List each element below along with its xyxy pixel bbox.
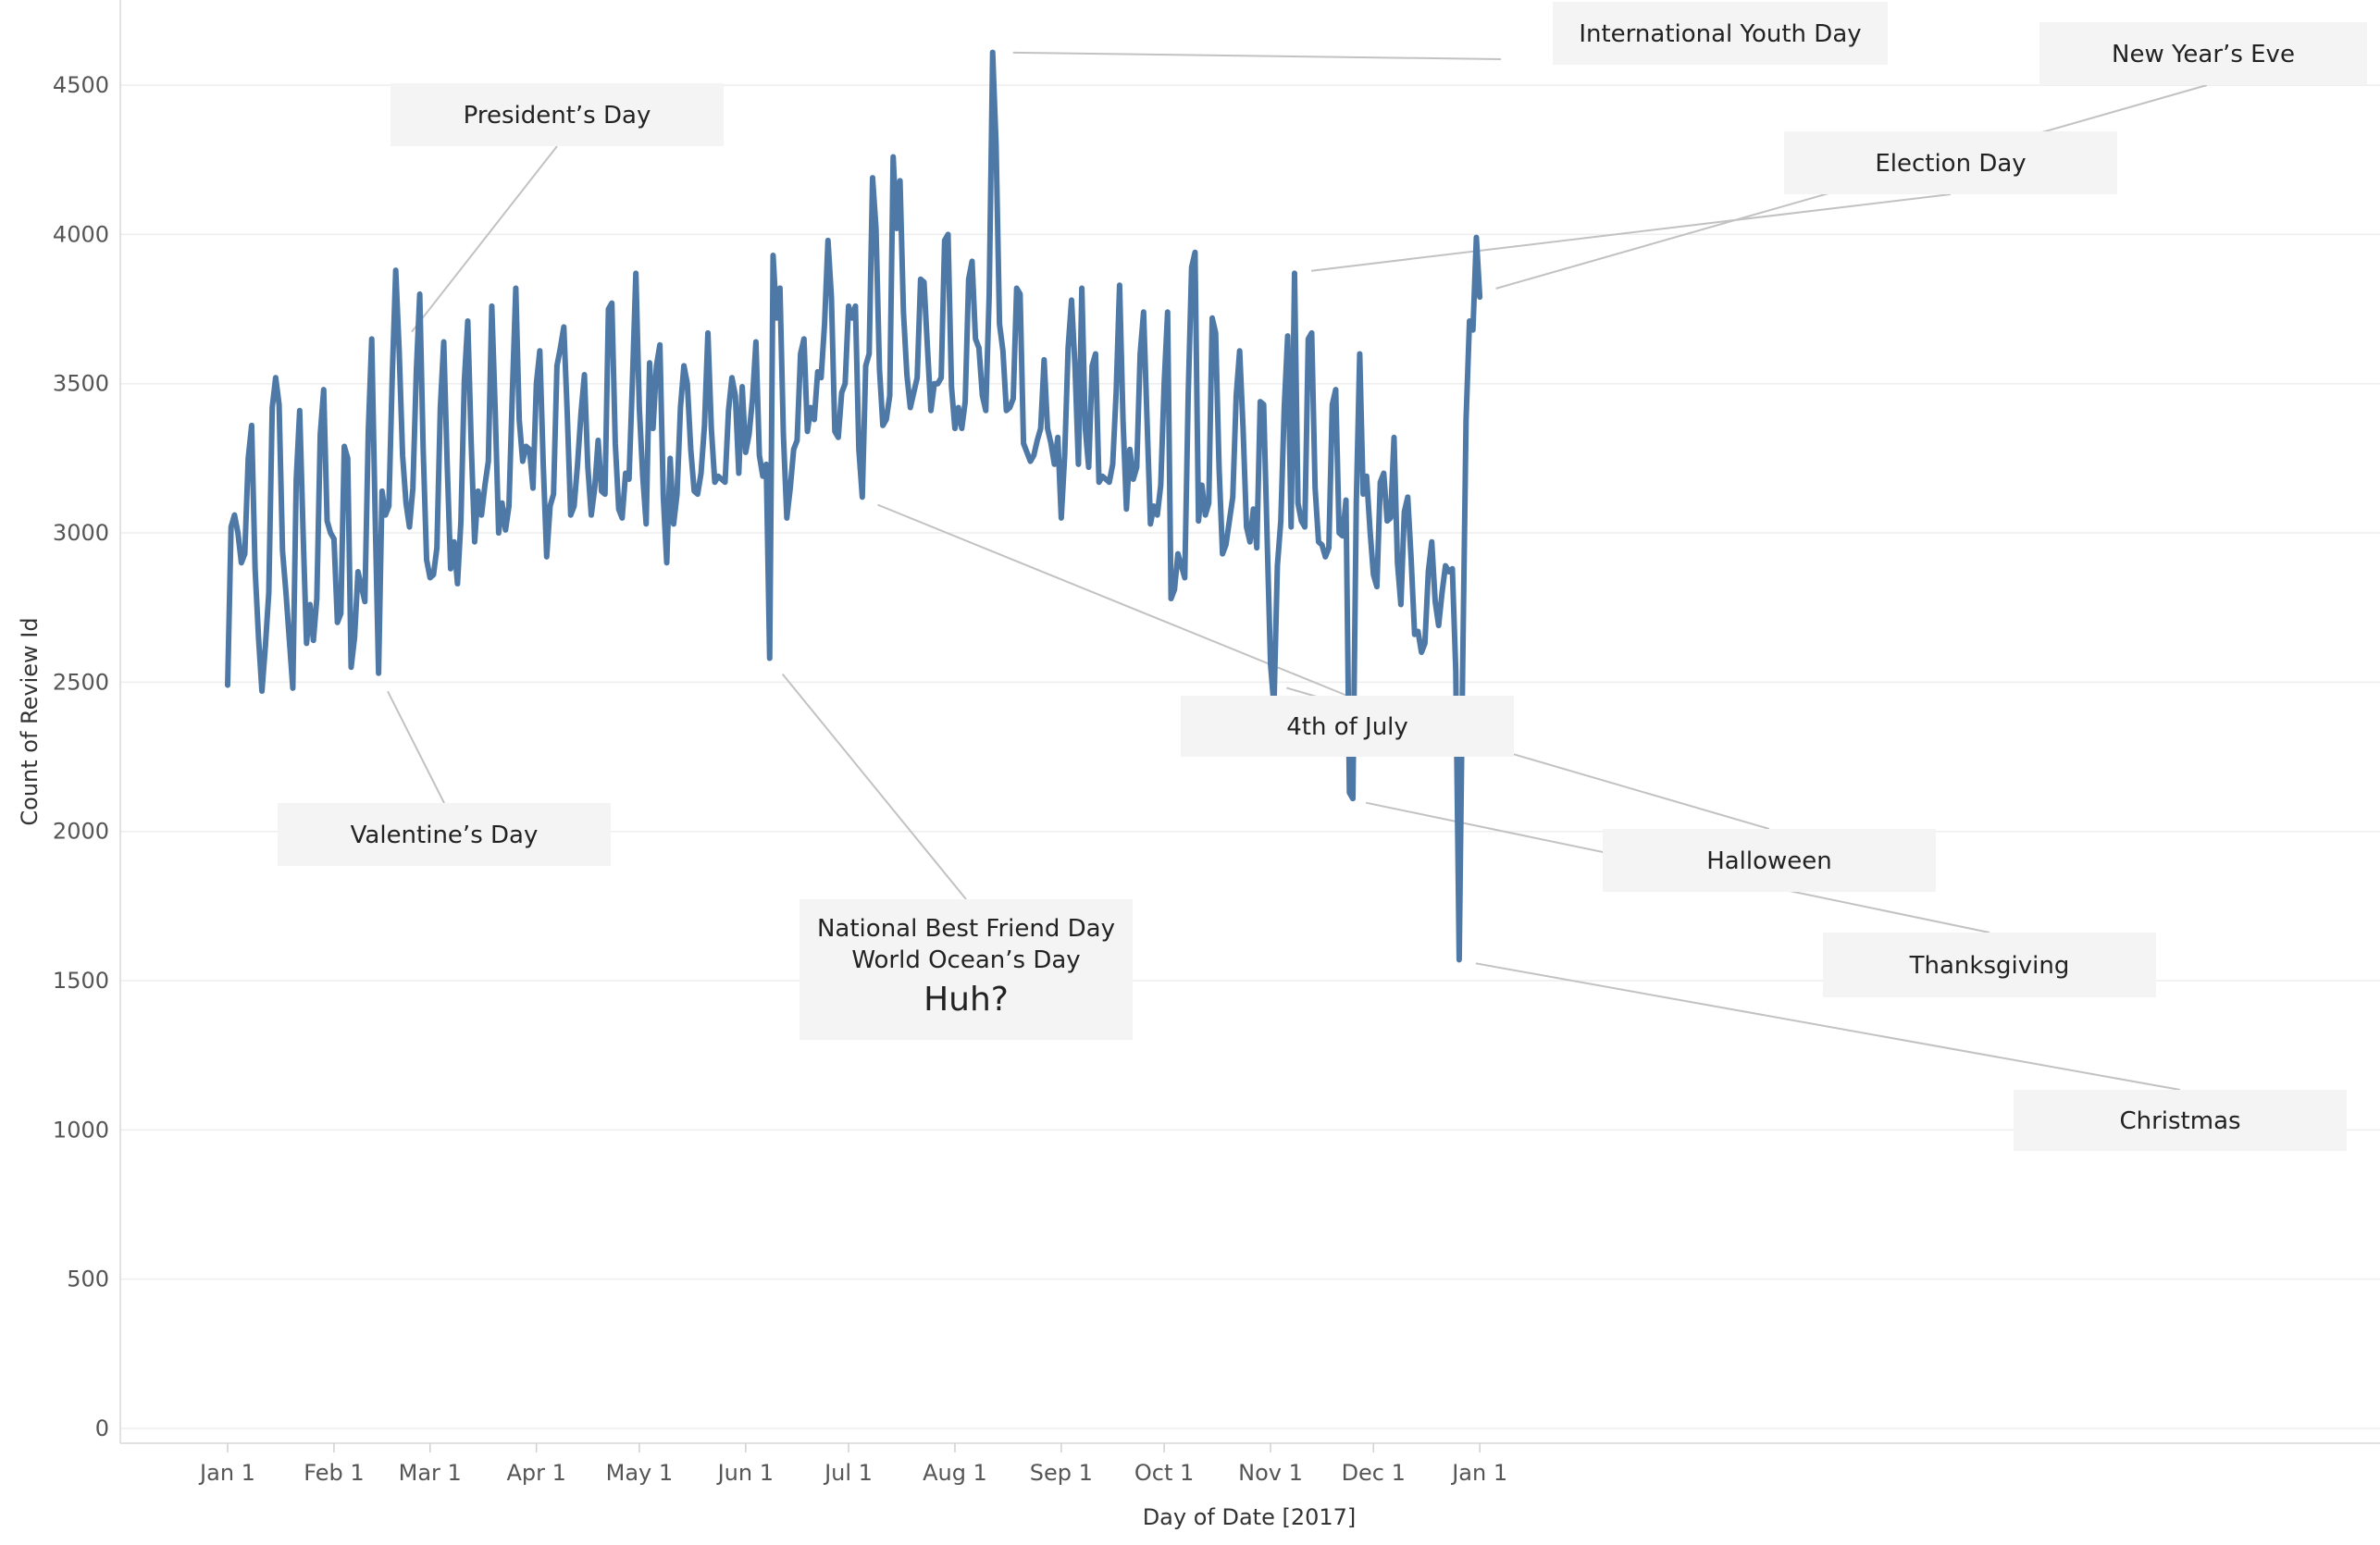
y-tick-label: 3500: [53, 371, 109, 397]
presidents-day-label: President’s Day: [464, 102, 651, 130]
x-tick-label: Aug 1: [923, 1460, 987, 1486]
international-youth-day-annotation: International Youth Day: [1553, 2, 1888, 65]
x-tick-label: Feb 1: [304, 1460, 364, 1486]
valentines-day-label: Valentine’s Day: [351, 822, 539, 849]
annotations: International Youth Day New Year’s Eve Pre…: [278, 2, 2367, 1151]
x-tick-label: Jul 1: [823, 1460, 873, 1486]
x-tick-label: Dec 1: [1342, 1460, 1406, 1486]
election-day-leader-line: [1310, 193, 1952, 272]
x-tick-label: Apr 1: [506, 1460, 565, 1486]
valentines-day-annotation-box: [278, 803, 611, 866]
new-years-eve-annotation: New Year’s Eve: [2039, 22, 2367, 85]
y-tick-label: 1000: [53, 1117, 109, 1143]
x-tick-label: Jun 1: [716, 1460, 774, 1486]
election-day-annotation: Election Day: [1784, 131, 2117, 194]
national-best-friend-day-annotation: National Best Friend Day World Ocean’s Da…: [800, 899, 1133, 1040]
presidents-day-leader-line: [411, 145, 558, 333]
y-tick-label: 0: [95, 1415, 109, 1441]
y-tick-label: 500: [67, 1267, 109, 1292]
y-axis-title: Count of Review Id: [17, 617, 43, 825]
x-tick-label: Mar 1: [399, 1460, 462, 1486]
national-best-friend-day-label-line-1: National Best Friend Day: [817, 915, 1115, 943]
x-tick-label: Oct 1: [1134, 1460, 1194, 1486]
thanksgiving-label: Thanksgiving: [1909, 952, 2070, 980]
christmas-annotation: Christmas: [2014, 1090, 2347, 1151]
christmas-annotation-box: [2014, 1090, 2347, 1151]
national-best-friend-day-label-line-2: World Ocean’s Day: [851, 946, 1080, 974]
international-youth-day-label: International Youth Day: [1579, 20, 1861, 48]
thanksgiving-annotation: Thanksgiving: [1823, 933, 2156, 997]
fourth-of-july-annotation: 4th of July: [1181, 696, 1514, 757]
fourth-of-july-label: 4th of July: [1286, 713, 1408, 741]
christmas-leader-line: [1475, 962, 2181, 1091]
x-tick-label: Nov 1: [1238, 1460, 1303, 1486]
halloween-label: Halloween: [1706, 847, 1832, 875]
y-tick-label: 1500: [53, 968, 109, 994]
international-youth-day-annotation-box: [1553, 2, 1888, 65]
grid-lines: [120, 84, 2380, 1429]
x-axis-title: Day of Date [2017]: [1143, 1504, 1357, 1530]
national-best-friend-day-leader-line: [781, 673, 967, 900]
new-years-eve-label: New Year’s Eve: [2112, 41, 2295, 68]
halloween-annotation-box: [1603, 829, 1936, 892]
international-youth-day-leader-line: [1012, 51, 1502, 60]
y-tick-label: 4500: [53, 72, 109, 98]
x-tick-label: May 1: [606, 1460, 674, 1486]
presidents-day-annotation: President’s Day: [390, 83, 724, 146]
valentines-day-leader-line: [387, 690, 445, 804]
thanksgiving-annotation-box: [1823, 933, 2156, 997]
review-count-series-line: [225, 49, 1483, 963]
halloween-annotation: Halloween: [1603, 829, 1936, 892]
y-tick-label: 4000: [53, 221, 109, 247]
presidents-day-annotation-box: [390, 83, 724, 146]
christmas-label: Christmas: [2119, 1107, 2240, 1135]
valentines-day-annotation: Valentine’s Day: [278, 803, 611, 866]
x-tick-label: Jan 1: [198, 1460, 255, 1486]
y-tick-label: 2000: [53, 819, 109, 845]
election-day-annotation-box: [1784, 131, 2117, 194]
new-years-eve-annotation-box: [2039, 22, 2367, 85]
axes: 0 500 1000 1500 2000 2500 3000 3500 4000 4500 Jan …: [53, 0, 2380, 1486]
national-best-friend-day-annotation-box: [800, 899, 1133, 1040]
election-day-label: Election Day: [1875, 150, 2026, 178]
national-best-friend-day-emphasis: Huh?: [923, 981, 1009, 1019]
x-tick-label: Jan 1: [1450, 1460, 1507, 1486]
y-tick-label: 2500: [53, 669, 109, 695]
x-tick-label: Sep 1: [1030, 1460, 1093, 1486]
y-tick-label: 3000: [53, 520, 109, 546]
fourth-of-july-annotation-box: [1181, 696, 1514, 757]
